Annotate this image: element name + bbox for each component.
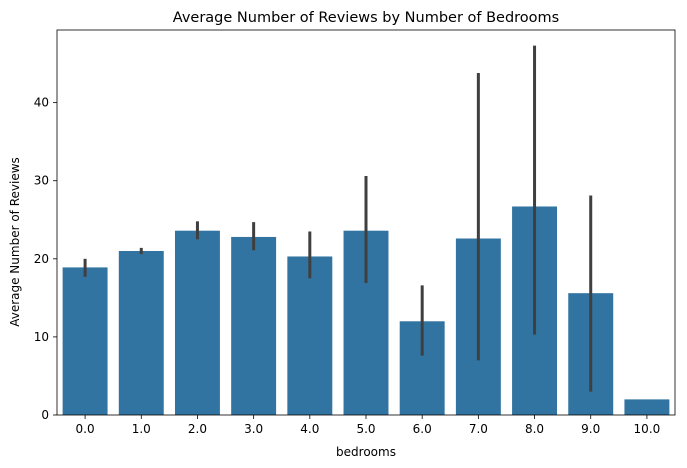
chart-title: Average Number of Reviews by Number of B… xyxy=(173,10,559,26)
bar-4.0 xyxy=(287,256,333,415)
y-axis-title: Average Number of Reviews xyxy=(8,157,22,327)
x-tick-label: 10.0 xyxy=(634,422,661,436)
x-tick-label: 5.0 xyxy=(356,422,375,436)
bar-1.0 xyxy=(118,251,164,415)
bar-2.0 xyxy=(174,230,220,415)
y-tick-label: 40 xyxy=(34,96,49,110)
x-tick-label: 7.0 xyxy=(469,422,488,436)
bars-group xyxy=(62,206,670,415)
x-tick-label: 8.0 xyxy=(525,422,544,436)
y-tick-label: 30 xyxy=(34,174,49,188)
x-tick-label: 3.0 xyxy=(244,422,263,436)
bar-10.0 xyxy=(624,399,670,415)
error-bars-group xyxy=(83,45,593,392)
bar-0.0 xyxy=(62,267,108,415)
plot-frame xyxy=(56,29,676,416)
y-tick-label: 10 xyxy=(34,330,49,344)
x-tick-label: 4.0 xyxy=(300,422,319,436)
x-tick-label: 9.0 xyxy=(581,422,600,436)
x-tick-label: 2.0 xyxy=(188,422,207,436)
x-axis-title: bedrooms xyxy=(336,445,396,459)
axes-group: 0.0 1.0 2.0 3.0 4.0 5.0 6.0 7.0 8.0 9.0 10.0 0 10 20 3… xyxy=(34,29,676,436)
y-tick-label: 0 xyxy=(41,408,49,422)
x-tick-label: 6.0 xyxy=(413,422,432,436)
x-tick-label: 1.0 xyxy=(132,422,151,436)
x-tick-label: 0.0 xyxy=(76,422,95,436)
bar-3.0 xyxy=(231,236,277,415)
y-tick-label: 20 xyxy=(34,252,49,266)
